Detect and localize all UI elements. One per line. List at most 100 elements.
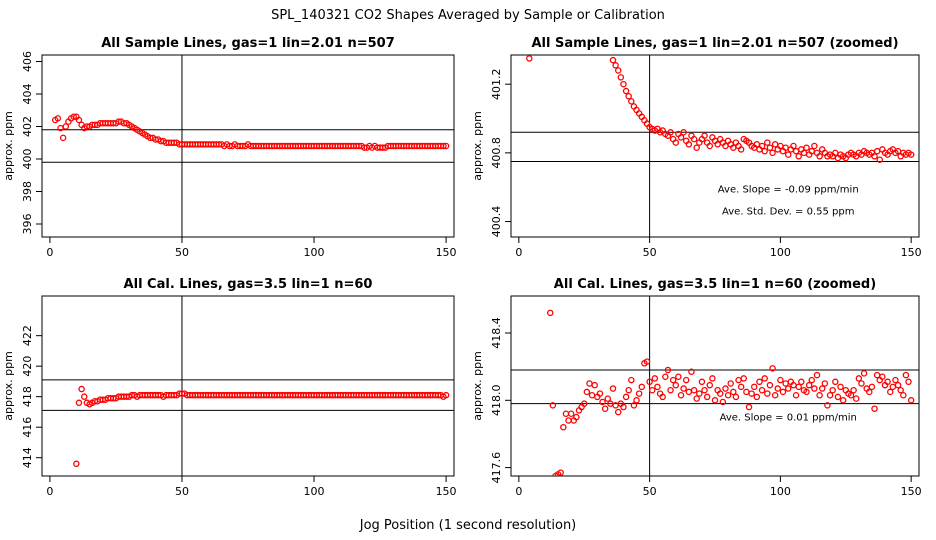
x-tick-label: 50 (175, 485, 189, 498)
data-point (75, 116, 83, 124)
data-point (727, 380, 734, 387)
data-point (907, 397, 915, 404)
data-point (803, 388, 810, 396)
data-point (646, 378, 653, 386)
panel-cal-lines-zoomed: All Cal. Lines, gas=3.5 lin=1 n=60 (zoom… (471, 277, 922, 498)
data-point (829, 386, 836, 394)
data-point (709, 375, 716, 382)
data-point (813, 371, 821, 379)
data-point (70, 113, 77, 121)
data-point (774, 385, 782, 392)
y-tick-label: 422 (21, 325, 34, 346)
data-point (672, 381, 680, 389)
data-point (761, 147, 768, 155)
data-point (526, 55, 533, 62)
y-tick-label: 398 (21, 181, 34, 202)
y-tick-label: 420 (21, 356, 34, 377)
data-point (748, 390, 755, 397)
panel-cal-lines: All Cal. Lines, gas=3.5 lin=1 n=60 approx… (2, 277, 457, 498)
y-axis-label: approx. ppm (2, 111, 15, 181)
data-point (771, 392, 779, 399)
data-point (567, 410, 575, 418)
data-point (693, 144, 700, 151)
y-tick-label: 418 (21, 386, 34, 407)
data-point (832, 378, 839, 386)
y-tick-label: 418.4 (490, 317, 503, 349)
data-point (753, 393, 761, 401)
data-point (442, 142, 450, 150)
data-point (560, 423, 567, 431)
data-point (690, 135, 698, 143)
data-point (625, 386, 632, 394)
data-point (737, 383, 745, 391)
data-point (905, 378, 912, 386)
figure-x-axis-label: Jog Position (1 second resolution) (359, 518, 577, 533)
data-point (847, 392, 855, 399)
plot-frame (510, 54, 920, 238)
y-tick-label: 402 (21, 116, 34, 137)
data-point (758, 142, 766, 150)
data-point (897, 386, 904, 394)
data-point (860, 370, 868, 377)
data-point (583, 388, 591, 396)
data-point (808, 376, 816, 384)
y-tick-label: 400.4 (490, 206, 503, 238)
data-point (719, 398, 727, 406)
x-tick-label: 0 (46, 485, 53, 498)
data-point (816, 153, 823, 160)
data-point (826, 392, 834, 399)
data-point (805, 381, 813, 389)
data-points (51, 113, 450, 151)
data-points (526, 55, 915, 163)
data-point (62, 123, 70, 130)
data-point (701, 132, 708, 139)
data-point (635, 390, 643, 397)
data-point (706, 381, 714, 389)
data-point (871, 405, 878, 412)
data-point (758, 386, 766, 394)
y-tick-label: 414 (21, 447, 34, 468)
data-point (690, 386, 698, 394)
data-point (628, 376, 635, 384)
data-point (442, 391, 450, 399)
panel-title: All Cal. Lines, gas=3.5 lin=1 n=60 (124, 277, 373, 292)
y-tick-label: 396 (21, 214, 34, 235)
data-point (769, 149, 776, 157)
data-point (837, 383, 844, 391)
y-tick-label: 406 (21, 51, 34, 72)
data-point (688, 368, 695, 375)
data-point (677, 134, 685, 141)
data-point (716, 390, 724, 397)
data-point (818, 385, 826, 392)
y-axis-label: approx. ppm (471, 111, 484, 181)
data-point (75, 399, 83, 407)
data-point (620, 403, 627, 411)
y-tick-label: 404 (21, 84, 34, 105)
data-point (839, 397, 847, 404)
data-point (609, 385, 617, 392)
y-tick-label: 417.6 (490, 452, 503, 484)
x-tick-label: 150 (436, 246, 457, 259)
x-tick-label: 150 (436, 485, 457, 498)
x-tick-label: 150 (901, 485, 922, 498)
data-point (703, 393, 711, 401)
data-point (609, 56, 617, 64)
data-point (557, 469, 564, 476)
plot-frame (41, 54, 455, 238)
data-point (73, 460, 80, 468)
data-point (761, 375, 768, 382)
data-point (792, 392, 800, 399)
data-point (745, 403, 753, 411)
data-point (59, 134, 67, 142)
data-point (764, 139, 771, 146)
data-point (654, 383, 661, 391)
data-point (798, 378, 805, 386)
data-point (732, 393, 740, 401)
data-point (894, 381, 902, 389)
data-point (693, 395, 700, 402)
data-point (601, 405, 609, 412)
data-point (549, 402, 557, 409)
data-point (706, 142, 714, 150)
data-point (440, 142, 447, 150)
data-point (816, 392, 823, 399)
